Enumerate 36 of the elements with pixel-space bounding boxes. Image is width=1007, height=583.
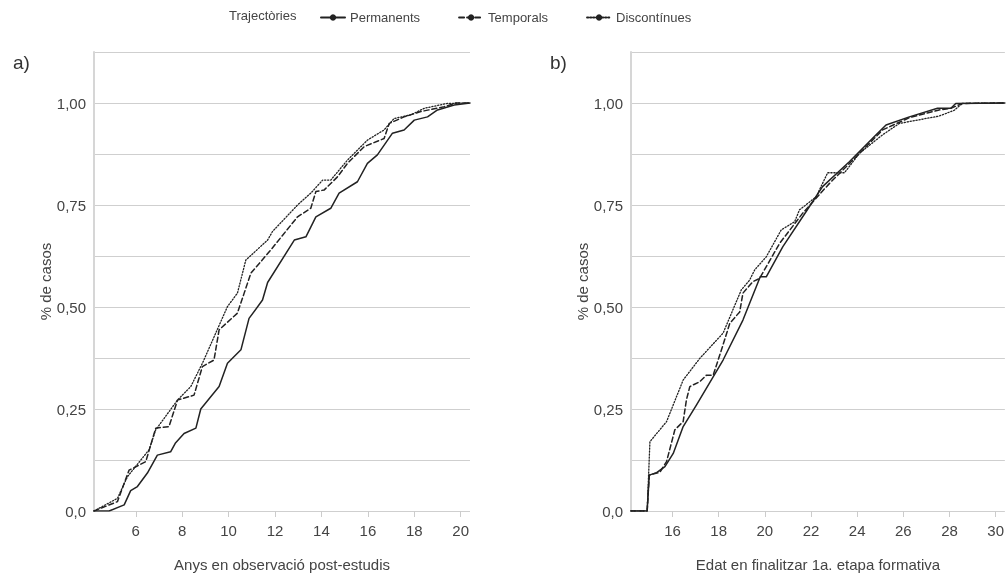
x-tick-label: 30: [987, 522, 1004, 539]
x-tick-label: 24: [848, 522, 866, 539]
x-tick-label: 14: [313, 522, 330, 539]
chart-title: a): [13, 52, 30, 73]
x-tick-label: 22: [802, 522, 820, 539]
y-tick-label: 1,00: [593, 94, 623, 112]
x-tick-label: 16: [359, 522, 377, 539]
y-tick-label: 1,00: [56, 94, 86, 112]
y-axis-title: % de casos: [36, 242, 54, 321]
x-tick-label: 12: [266, 522, 284, 539]
legend-title: Trajectòries: [229, 8, 297, 23]
legend-label: Permanents: [350, 10, 421, 25]
x-tick-label: 28: [941, 522, 958, 539]
y-tick-label: 0,75: [56, 196, 86, 214]
y-tick-label: 0,25: [56, 400, 86, 418]
y-tick-label: 0,75: [593, 196, 623, 214]
y-tick-label: 0,25: [593, 400, 623, 418]
x-tick-label: 20: [452, 522, 470, 539]
y-tick-label: 0,50: [56, 298, 86, 316]
x-tick-label: 18: [405, 522, 423, 539]
y-axis-title: % de casos: [573, 242, 591, 321]
x-tick-label: 6: [131, 522, 140, 539]
chart-title: b): [550, 52, 567, 73]
legend-label: Discontínues: [616, 10, 692, 25]
x-tick-label: 18: [710, 522, 728, 539]
x-axis-title: Edat en finalitzar 1a. etapa formativa: [695, 556, 941, 573]
y-tick-label: 0,0: [65, 502, 86, 520]
x-tick-label: 16: [664, 522, 681, 539]
y-tick-label: 0,0: [602, 502, 623, 520]
y-tick-label: 0,50: [593, 298, 623, 316]
legend-label: Temporals: [488, 10, 549, 25]
x-tick-label: 10: [220, 522, 237, 539]
x-tick-label: 8: [178, 522, 187, 539]
x-tick-label: 20: [756, 522, 774, 539]
x-tick-label: 26: [895, 522, 912, 539]
x-axis-title: Anys en observació post-estudis: [174, 556, 390, 573]
